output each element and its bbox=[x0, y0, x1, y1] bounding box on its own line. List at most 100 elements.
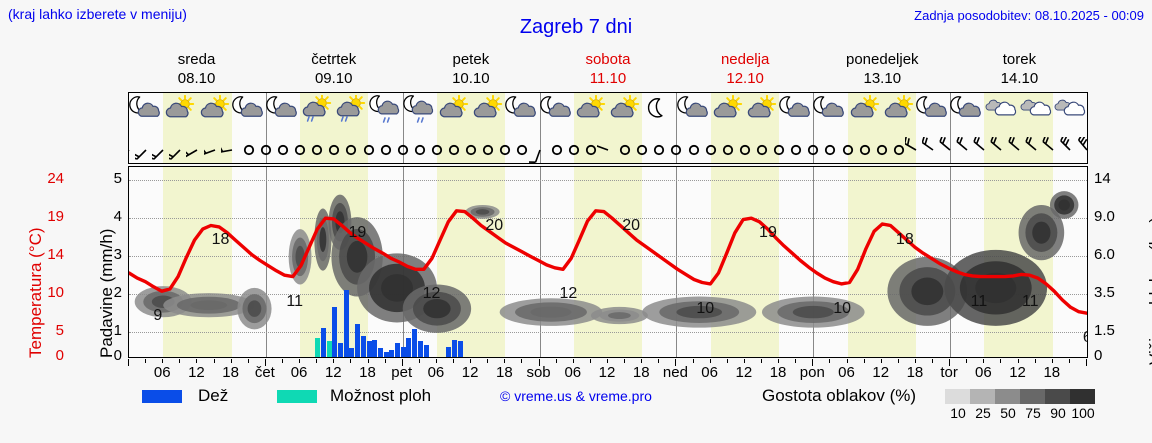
temperature-value-label: 11 bbox=[286, 292, 303, 310]
x-axis-tick bbox=[624, 359, 626, 363]
cloud-icon bbox=[1019, 95, 1053, 133]
moon-cloud-icon bbox=[266, 95, 300, 133]
cloud-height-tick-label: 6.0 bbox=[1094, 245, 1115, 263]
day-header-sobota: sobota 11.10 bbox=[539, 50, 676, 90]
x-axis-tick bbox=[418, 359, 420, 363]
precipitation-tick-label: 3 bbox=[113, 245, 122, 263]
x-axis-tick bbox=[983, 359, 985, 363]
x-axis-tick bbox=[333, 359, 335, 363]
x-axis-tick bbox=[846, 359, 848, 363]
cloud-density-ramp-ticks: 10 25 50 75 90 100 bbox=[945, 405, 1110, 421]
cloud-density-ramp-tick: 25 bbox=[975, 405, 991, 421]
wind-calm-icon bbox=[272, 137, 306, 163]
wind-calm-icon bbox=[409, 137, 443, 163]
wind-calm-icon bbox=[358, 137, 392, 163]
day-name: petek bbox=[452, 51, 490, 68]
temperature-value-label: 18 bbox=[211, 231, 230, 249]
x-axis-tick bbox=[795, 359, 797, 363]
wind-calm-icon bbox=[665, 137, 699, 163]
sun-cloud-rain-icon bbox=[334, 93, 368, 133]
day-header-strip: sreda 08.10 četrtek 09.10 petek 10.10 sobota 11… bbox=[128, 50, 1088, 90]
x-axis-tick bbox=[966, 359, 968, 363]
temperature-value-label: 12 bbox=[559, 285, 578, 303]
x-axis-tick bbox=[162, 359, 164, 363]
temperature-curve bbox=[129, 209, 1087, 315]
day-separator bbox=[539, 93, 541, 163]
wind-calm-icon bbox=[734, 137, 768, 163]
day-date: 13.10 bbox=[863, 70, 902, 87]
x-axis-tick bbox=[692, 359, 694, 363]
day-header-torek: torek 14.10 bbox=[951, 50, 1088, 90]
x-axis-tick bbox=[470, 359, 472, 363]
wind-calm-icon bbox=[614, 137, 648, 163]
showers-bar bbox=[326, 341, 332, 357]
x-axis-tick bbox=[880, 359, 882, 363]
cloud-density-ramp-tick: 50 bbox=[1000, 405, 1016, 421]
x-axis-tick bbox=[743, 359, 745, 363]
wind-calm-icon bbox=[580, 137, 614, 163]
wind-barb-icon bbox=[903, 136, 939, 163]
x-axis-label: 18 bbox=[222, 364, 239, 381]
temperature-value-label: 20 bbox=[485, 216, 504, 234]
moon-cloud-icon bbox=[916, 95, 950, 133]
temperature-value-label: 11 bbox=[1021, 292, 1039, 310]
temperature-tick-label: 19 bbox=[47, 207, 64, 225]
rain-bar bbox=[332, 306, 338, 357]
wind-calm-icon bbox=[819, 137, 853, 163]
x-axis-label: 06 bbox=[975, 364, 992, 381]
x-axis-tick bbox=[589, 359, 591, 363]
copyright-link[interactable]: © vreme.us & vreme.pro bbox=[500, 388, 652, 404]
x-axis-tick bbox=[196, 359, 198, 363]
x-axis-tick bbox=[538, 359, 540, 366]
day-separator bbox=[265, 167, 267, 357]
wind-calm-icon bbox=[837, 137, 871, 163]
rain-bar bbox=[412, 329, 418, 357]
sun-cloud-icon bbox=[745, 94, 779, 133]
wind-calm-icon bbox=[477, 137, 511, 163]
cloud-height-tick-label: 1.5 bbox=[1094, 321, 1115, 339]
wind-calm-icon bbox=[306, 137, 340, 163]
rain-bar bbox=[349, 348, 355, 357]
x-axis-tick bbox=[1068, 359, 1070, 363]
day-date: 08.10 bbox=[177, 70, 216, 87]
sun-cloud-icon bbox=[711, 94, 745, 133]
temperature-axis-title: Temperatura (°C) bbox=[6, 166, 45, 358]
x-axis-tick bbox=[401, 359, 403, 366]
x-axis-tick bbox=[264, 359, 266, 366]
wind-calm-icon bbox=[443, 137, 477, 163]
x-axis-tick bbox=[675, 359, 677, 366]
rain-bar bbox=[417, 341, 423, 357]
moon-cloud-icon bbox=[505, 95, 539, 133]
day-name: sobota bbox=[585, 51, 631, 68]
day-date: 14.10 bbox=[1000, 70, 1039, 87]
day-header-sreda: sreda 08.10 bbox=[128, 50, 265, 90]
x-axis-tick bbox=[504, 359, 506, 363]
temperature-value-label: 19 bbox=[348, 224, 367, 242]
x-axis-label: 12 bbox=[461, 364, 479, 381]
day-separator bbox=[950, 93, 952, 163]
rain-bar bbox=[377, 348, 383, 357]
wind-barb-icon bbox=[1024, 134, 1059, 163]
x-axis-label: 12 bbox=[324, 364, 342, 381]
x-axis-label: 18 bbox=[769, 364, 787, 381]
x-axis-label: 18 bbox=[1043, 364, 1061, 381]
wind-calm-icon bbox=[392, 137, 426, 163]
sun-cloud-icon bbox=[574, 94, 608, 133]
x-axis-tick bbox=[367, 359, 369, 363]
moon-cloud-rain-icon bbox=[368, 95, 403, 133]
wind-barb-icon bbox=[1007, 134, 1042, 163]
cloud-height-tick-label: 3.5 bbox=[1094, 283, 1115, 301]
wind-calm-icon bbox=[683, 137, 717, 163]
day-name: četrtek bbox=[311, 51, 357, 68]
cloud-icon bbox=[984, 95, 1018, 133]
wind-calm-icon bbox=[888, 137, 922, 163]
x-axis-tick bbox=[350, 359, 352, 363]
legend: Dež Možnost ploh © vreme.us & vreme.pro … bbox=[0, 386, 1152, 426]
location-picker-note: (kraj lahko izberete v meniju) bbox=[8, 6, 187, 22]
x-axis-label: 18 bbox=[496, 364, 513, 381]
wind-calm-icon bbox=[717, 137, 751, 163]
x-axis-label: 12 bbox=[1009, 364, 1026, 381]
day-name: sreda bbox=[177, 51, 216, 68]
day-header-nedelja: nedelja 12.10 bbox=[677, 50, 814, 90]
cloud-density-ramp-tick: 90 bbox=[1050, 405, 1066, 421]
